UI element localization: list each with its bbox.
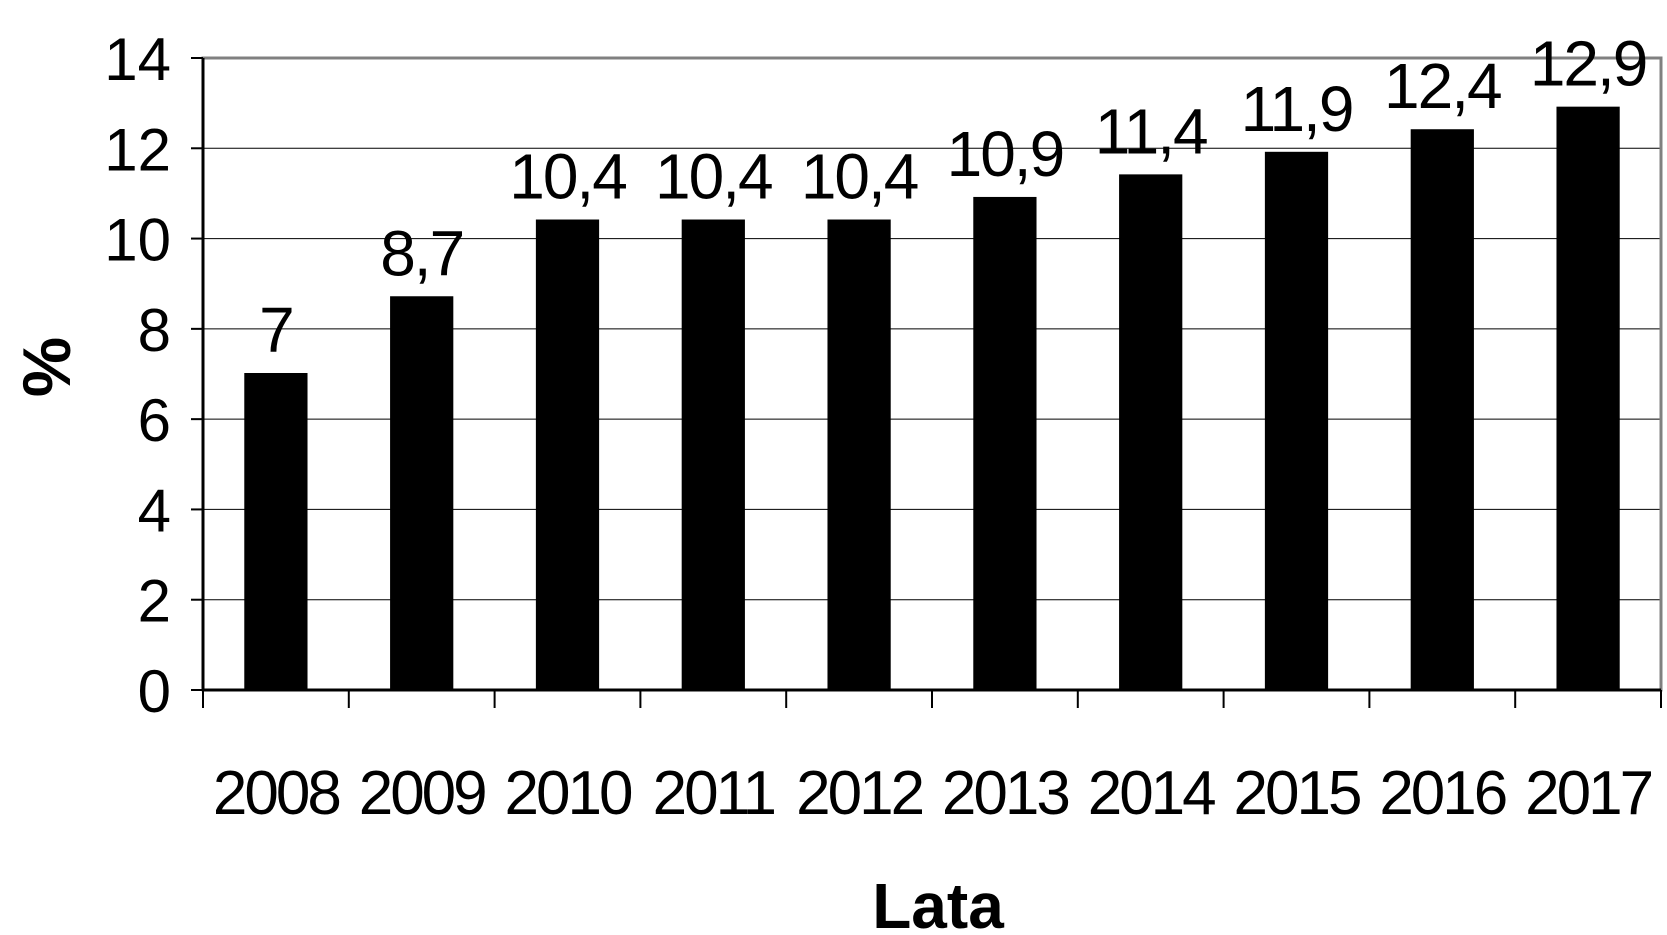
x-tick-label: 2008 (213, 759, 339, 828)
x-tick-label: 2013 (942, 759, 1068, 828)
bar (1119, 174, 1183, 692)
bar (1556, 106, 1620, 691)
bar-value-label: 11,4 (1095, 95, 1207, 167)
y-tick-label: 2 (138, 568, 171, 635)
x-tick-label: 2015 (1234, 759, 1360, 828)
bar (827, 219, 891, 691)
y-tick-label: 12 (104, 116, 171, 183)
x-tick-label: 2014 (1088, 759, 1215, 828)
x-tick-label: 2011 (653, 759, 775, 828)
bar (1410, 129, 1474, 691)
bar (535, 219, 600, 691)
bar-value-label: 7 (259, 294, 293, 366)
y-tick-label: 14 (104, 26, 171, 93)
bar (390, 296, 454, 691)
bar (1264, 151, 1329, 692)
x-tick-label: 2017 (1525, 759, 1651, 828)
y-tick-label: 6 (138, 387, 171, 454)
bar-value-label: 12,4 (1384, 50, 1501, 122)
bar-value-labels: 7 8,7 10,4 10,4 10,4 10,9 11,4 11,9 12,4 12,9 (259, 28, 1648, 366)
x-tick-label: 2009 (359, 759, 485, 828)
x-tick-label: 2010 (505, 759, 632, 828)
bar (973, 196, 1037, 691)
x-tick-label: 2016 (1379, 759, 1505, 828)
bar-value-label: 10,4 (655, 141, 772, 213)
y-axis-title: % (9, 337, 85, 397)
y-tick-label: 10 (104, 207, 171, 274)
bar-value-label: 10,9 (947, 118, 1064, 190)
bar-value-label: 12,9 (1530, 28, 1647, 100)
bar (244, 373, 308, 691)
bar (681, 219, 745, 691)
bar-value-label: 8,7 (380, 217, 463, 289)
y-tick-label: 8 (138, 297, 171, 364)
y-tick-label: 4 (138, 477, 171, 544)
y-tick-labels: 0 2 4 6 8 10 12 14 (104, 26, 171, 725)
y-tick-label: 0 (138, 658, 171, 725)
bar-value-label: 10,4 (509, 141, 626, 213)
x-tick-labels: 2008 2009 2010 2011 2012 2013 2014 2015 2016 2017 (213, 759, 1655, 828)
bars (244, 106, 1620, 692)
x-axis-title: Lata (872, 870, 1004, 935)
bar-value-label: 11,9 (1241, 73, 1353, 145)
axes (191, 57, 1662, 708)
bar-value-label: 10,4 (801, 141, 918, 213)
x-tick-label: 2012 (796, 759, 922, 828)
